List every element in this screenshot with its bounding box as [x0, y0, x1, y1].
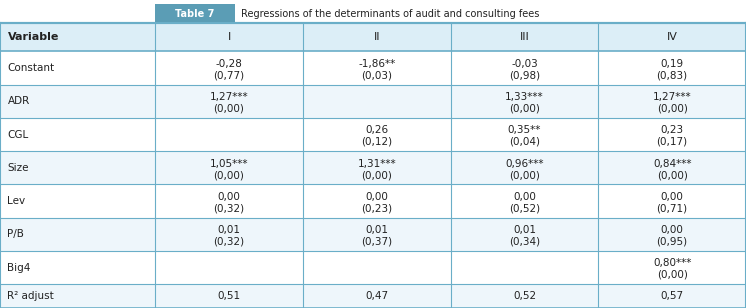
Text: (0,00): (0,00) [213, 104, 245, 114]
Text: 0,00: 0,00 [513, 192, 536, 202]
Text: 0,47: 0,47 [366, 291, 388, 301]
Text: III: III [519, 32, 530, 42]
Text: 0,01: 0,01 [218, 225, 240, 235]
Bar [0, 118, 746, 151]
Text: 0,80***: 0,80*** [653, 258, 692, 268]
Text: (0,37): (0,37) [361, 237, 392, 247]
Text: 0,00: 0,00 [661, 192, 683, 202]
Text: (0,00): (0,00) [213, 170, 245, 180]
Text: 1,31***: 1,31*** [357, 159, 396, 168]
Text: 0,57: 0,57 [661, 291, 683, 301]
Bar [0, 151, 746, 184]
Text: (0,71): (0,71) [656, 204, 688, 213]
Text: (0,83): (0,83) [656, 71, 688, 80]
Text: IV: IV [667, 32, 677, 42]
Text: (0,52): (0,52) [509, 204, 540, 213]
Text: (0,34): (0,34) [509, 237, 540, 247]
Bar [155, 4, 235, 23]
Text: Table 7: Table 7 [175, 9, 215, 18]
Text: (0,17): (0,17) [656, 137, 688, 147]
Text: ADR: ADR [7, 96, 30, 106]
Bar [0, 85, 746, 118]
Text: Variable: Variable [7, 32, 59, 42]
Bar [0, 51, 746, 85]
Text: 0,01: 0,01 [513, 225, 536, 235]
Text: 0,23: 0,23 [661, 125, 683, 135]
Text: I: I [228, 32, 231, 42]
Text: (0,00): (0,00) [656, 170, 688, 180]
Text: P/B: P/B [7, 229, 25, 239]
Text: 0,00: 0,00 [661, 225, 683, 235]
Text: -0,28: -0,28 [216, 59, 242, 69]
Text: 0,26: 0,26 [366, 125, 388, 135]
Text: 0,00: 0,00 [366, 192, 388, 202]
Text: 0,52: 0,52 [513, 291, 536, 301]
Text: II: II [374, 32, 380, 42]
Text: (0,32): (0,32) [213, 204, 245, 213]
Text: 0,84***: 0,84*** [653, 159, 692, 168]
Text: (0,00): (0,00) [361, 170, 392, 180]
Text: (0,23): (0,23) [361, 204, 392, 213]
Text: (0,98): (0,98) [509, 71, 540, 80]
Text: (0,00): (0,00) [656, 104, 688, 114]
Text: 0,19: 0,19 [661, 59, 683, 69]
Text: 0,96***: 0,96*** [505, 159, 544, 168]
Text: (0,03): (0,03) [361, 71, 392, 80]
Text: (0,00): (0,00) [509, 170, 540, 180]
Text: 1,05***: 1,05*** [210, 159, 248, 168]
Text: 0,01: 0,01 [366, 225, 388, 235]
Text: 1,27***: 1,27*** [653, 92, 692, 102]
Text: Big4: Big4 [7, 263, 31, 273]
Text: (0,32): (0,32) [213, 237, 245, 247]
Text: 0,35**: 0,35** [508, 125, 541, 135]
Text: Lev: Lev [7, 196, 25, 206]
Bar [0, 23, 746, 51]
Text: 0,00: 0,00 [218, 192, 240, 202]
Text: 0,51: 0,51 [218, 291, 240, 301]
Text: (0,95): (0,95) [656, 237, 688, 247]
Text: (0,77): (0,77) [213, 71, 245, 80]
Text: Regressions of the determinants of audit and consulting fees: Regressions of the determinants of audit… [241, 9, 539, 18]
Text: CGL: CGL [7, 130, 28, 140]
Text: (0,04): (0,04) [509, 137, 540, 147]
Bar [0, 218, 746, 251]
Text: Size: Size [7, 163, 29, 173]
Text: (0,00): (0,00) [509, 104, 540, 114]
Text: 1,27***: 1,27*** [210, 92, 248, 102]
Bar [0, 251, 746, 284]
Text: R² adjust: R² adjust [7, 291, 54, 301]
Text: (0,00): (0,00) [656, 270, 688, 280]
Text: -0,03: -0,03 [511, 59, 538, 69]
Bar [0, 284, 746, 308]
Bar [0, 184, 746, 218]
Text: -1,86**: -1,86** [358, 59, 395, 69]
Text: Constant: Constant [7, 63, 54, 73]
Text: (0,12): (0,12) [361, 137, 392, 147]
Text: 1,33***: 1,33*** [505, 92, 544, 102]
